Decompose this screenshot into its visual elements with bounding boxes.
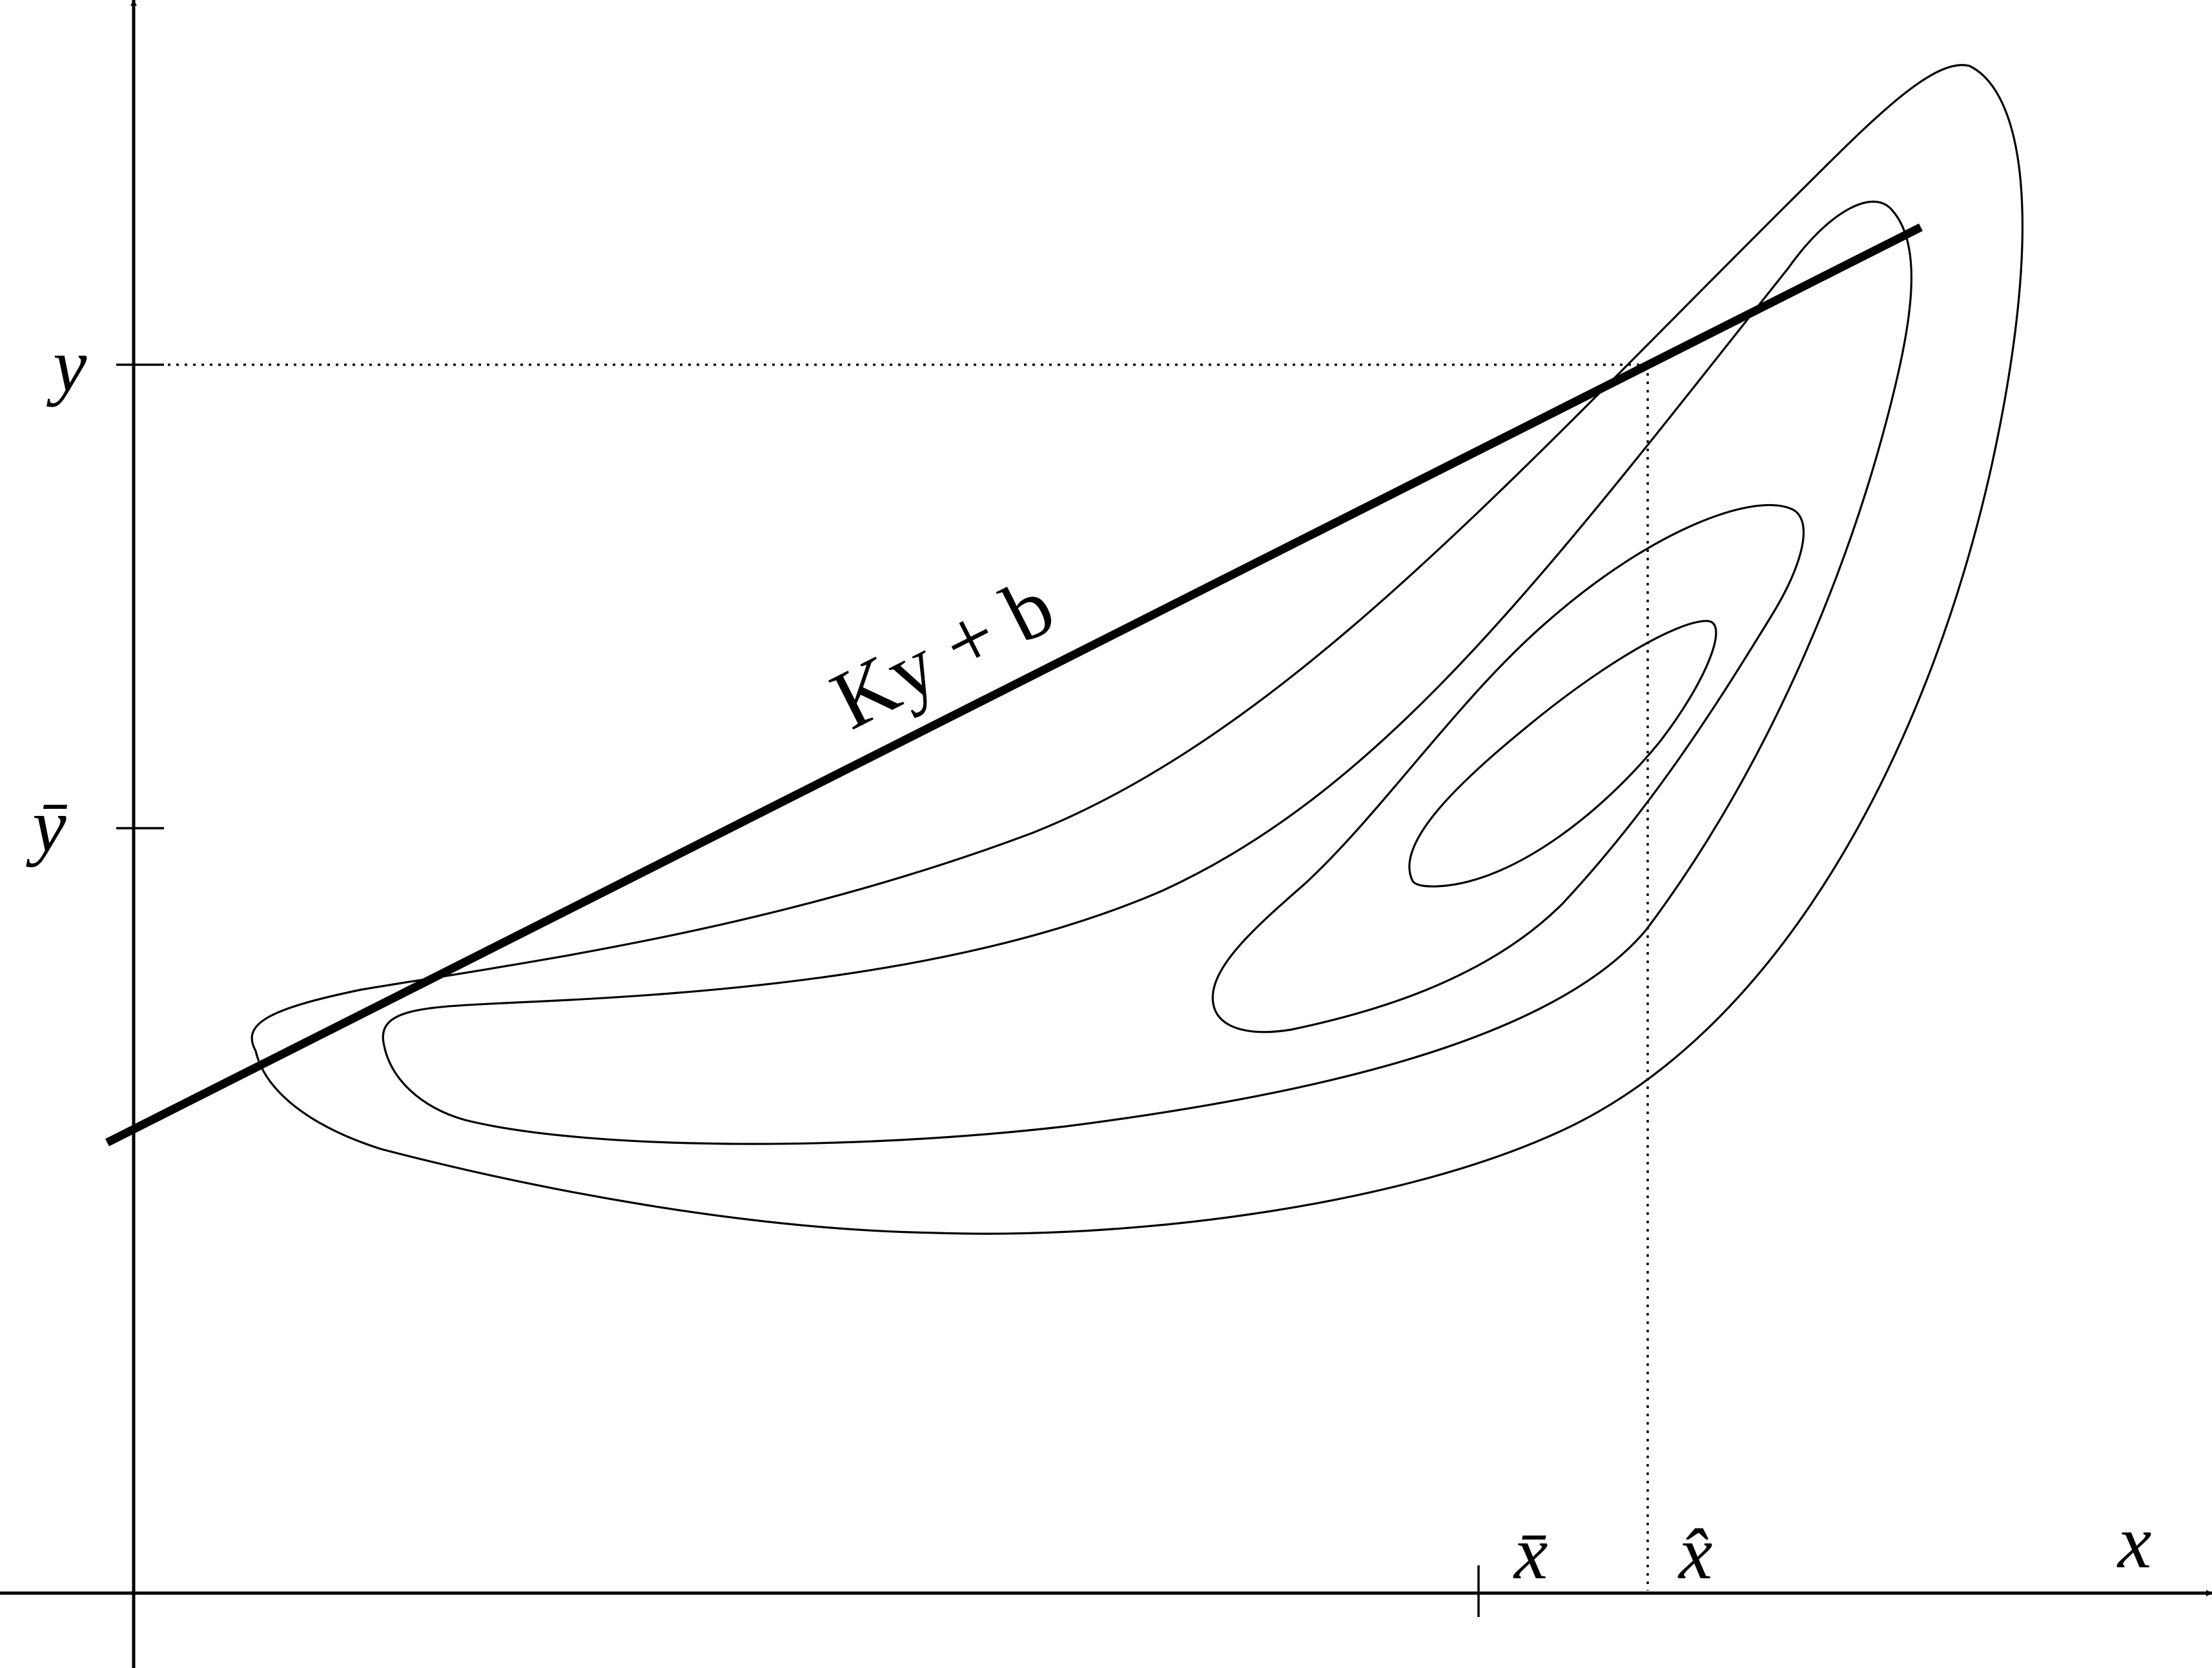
y-mean-label: ȳ (26, 783, 68, 868)
contour-inner (1213, 505, 1803, 1032)
contour-outer (252, 65, 2022, 1234)
x-estimate-label: x̂ (1677, 1510, 1712, 1595)
y-observed-label: y (46, 323, 87, 407)
x-axis-label: x (2116, 1500, 2151, 1584)
contour-middle (383, 201, 1911, 1144)
x-mean-label: x̄ (1513, 1510, 1548, 1595)
contour-innermost (1409, 621, 1716, 886)
